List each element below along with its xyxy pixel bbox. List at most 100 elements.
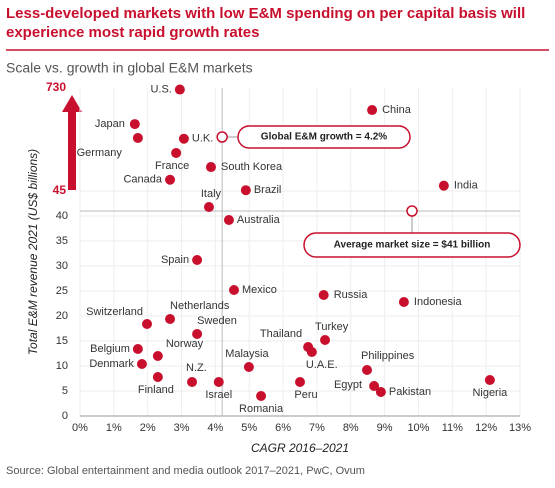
point-label: U.S. bbox=[150, 83, 171, 95]
point bbox=[213, 377, 224, 387]
x-tick-label: 2% bbox=[140, 422, 156, 434]
point-label: India bbox=[454, 180, 479, 192]
point-label: Canada bbox=[123, 174, 162, 186]
x-tick-label: 12% bbox=[475, 422, 497, 434]
reference-marker bbox=[406, 205, 418, 217]
point bbox=[367, 105, 378, 116]
x-tick-label: 0% bbox=[72, 422, 88, 434]
point bbox=[369, 381, 380, 391]
point-label: Turkey bbox=[315, 321, 349, 333]
point bbox=[171, 147, 182, 158]
point bbox=[205, 162, 216, 173]
point-label: U.A.E. bbox=[306, 359, 338, 371]
y-tick-label: 15 bbox=[56, 335, 68, 347]
point-label: Belgium bbox=[90, 343, 130, 355]
point bbox=[178, 133, 189, 144]
point-label: Denmark bbox=[89, 358, 134, 370]
y-tick-label: 730 bbox=[46, 80, 66, 94]
point-label: South Korea bbox=[221, 161, 283, 173]
y-axis-label: Total E&M revenue 2021 (US$ billions) bbox=[26, 149, 40, 355]
x-tick-label: 13% bbox=[509, 422, 531, 434]
annotation: Average market size = $41 billion bbox=[334, 240, 491, 251]
x-tick-label: 3% bbox=[174, 422, 190, 434]
point bbox=[362, 365, 373, 375]
point bbox=[192, 329, 203, 339]
point bbox=[129, 119, 140, 130]
x-tick-label: 10% bbox=[407, 422, 429, 434]
point-label: Thailand bbox=[260, 328, 302, 340]
point-label: Finland bbox=[138, 384, 174, 396]
point bbox=[136, 359, 147, 369]
point-label: Philippines bbox=[361, 350, 415, 362]
x-tick-label: 6% bbox=[275, 422, 291, 434]
point bbox=[165, 174, 176, 185]
point-label: Germany bbox=[77, 147, 123, 159]
point-label: Indonesia bbox=[414, 296, 463, 308]
y-tick-label: 25 bbox=[56, 285, 68, 297]
y-tick-label: 30 bbox=[56, 260, 68, 272]
point-label: Peru bbox=[294, 389, 317, 401]
chart-title: experience most rapid growth rates bbox=[6, 24, 259, 41]
point-label: France bbox=[155, 160, 189, 172]
x-tick-label: 4% bbox=[207, 422, 223, 434]
point-label: Sweden bbox=[197, 315, 237, 327]
point bbox=[223, 215, 234, 225]
point bbox=[375, 387, 386, 397]
chart-title: Less-developed markets with low E&M spen… bbox=[6, 5, 525, 22]
point-label: Brazil bbox=[254, 184, 282, 196]
y-tick-label: 45 bbox=[53, 183, 67, 197]
subtitle: Scale vs. growth in global E&M markets bbox=[6, 60, 253, 76]
point-label: China bbox=[382, 104, 412, 116]
point bbox=[142, 319, 153, 329]
reference-marker bbox=[216, 131, 228, 143]
x-tick-label: 11% bbox=[442, 422, 463, 434]
growth-arrow bbox=[62, 95, 82, 190]
source: Source: Global entertainment and media o… bbox=[6, 465, 365, 477]
point bbox=[484, 375, 495, 385]
point bbox=[295, 377, 305, 387]
x-tick-label: 7% bbox=[309, 422, 325, 434]
annotation: Global E&M growth = 4.2% bbox=[261, 132, 388, 143]
y-tick-label: 5 bbox=[62, 385, 68, 397]
point-label: U.K. bbox=[192, 133, 213, 145]
point bbox=[243, 362, 254, 372]
y-tick-label: 35 bbox=[56, 235, 68, 247]
point bbox=[229, 285, 239, 295]
point bbox=[438, 180, 449, 191]
point-label: Egypt bbox=[334, 379, 362, 391]
point-label: Pakistan bbox=[389, 386, 431, 398]
point-label: N.Z. bbox=[186, 362, 207, 374]
point-label: Italy bbox=[201, 188, 222, 200]
x-tick-label: 9% bbox=[377, 422, 393, 434]
point bbox=[152, 351, 163, 361]
point bbox=[187, 377, 198, 387]
point-label: Switzerland bbox=[86, 306, 143, 318]
point-label: Malaysia bbox=[225, 348, 269, 360]
annotation-box bbox=[303, 232, 521, 258]
y-tick-label: 20 bbox=[56, 310, 68, 322]
x-tick-label: 8% bbox=[343, 422, 359, 434]
point-label: Japan bbox=[95, 118, 125, 130]
point-label: Mexico bbox=[242, 284, 277, 296]
point-label: Israel bbox=[205, 389, 232, 401]
annotation-box bbox=[237, 125, 411, 149]
y-tick-label: 10 bbox=[56, 360, 68, 372]
point bbox=[203, 202, 214, 212]
y-tick-label: 0 bbox=[62, 410, 68, 422]
point-label: Russia bbox=[334, 289, 369, 301]
point bbox=[256, 391, 267, 401]
point bbox=[240, 185, 251, 196]
point bbox=[192, 255, 203, 265]
point bbox=[174, 84, 185, 95]
y-tick-label: 40 bbox=[56, 210, 68, 222]
point bbox=[318, 290, 329, 300]
x-tick-label: 5% bbox=[241, 422, 257, 434]
point-label: Romania bbox=[239, 403, 284, 415]
x-tick-label: 1% bbox=[106, 422, 122, 434]
point-label: Nigeria bbox=[472, 387, 508, 399]
point bbox=[152, 372, 163, 382]
point bbox=[165, 314, 176, 324]
x-axis-label: CAGR 2016–2021 bbox=[251, 441, 349, 455]
point-label: Norway bbox=[166, 338, 204, 350]
